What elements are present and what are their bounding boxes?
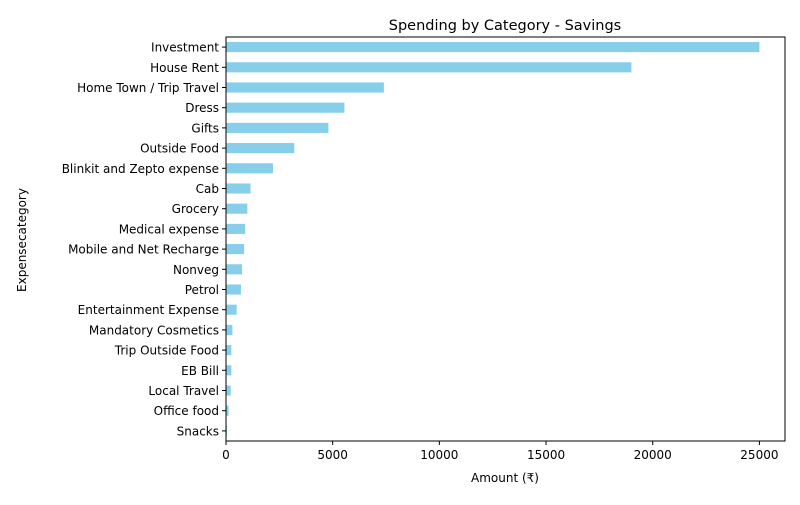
bar xyxy=(226,42,760,53)
y-tick-label: Snacks xyxy=(177,424,219,438)
y-tick-label: Blinkit and Zepto expense xyxy=(62,162,219,176)
bar xyxy=(226,183,251,194)
y-axis-label: Expensecategory xyxy=(15,188,29,292)
bar xyxy=(226,264,243,275)
y-tick-label: EB Bill xyxy=(181,364,219,378)
bar xyxy=(226,62,632,73)
y-tick-label: Nonveg xyxy=(173,263,219,277)
bar xyxy=(226,163,273,174)
y-tick-label: Gifts xyxy=(191,121,219,135)
y-tick-label: Mobile and Net Recharge xyxy=(68,243,219,257)
y-tick-label: Outside Food xyxy=(140,142,219,156)
x-tick-label: 15000 xyxy=(527,448,565,462)
y-tick-label: Cab xyxy=(196,182,219,196)
y-tick-label: Petrol xyxy=(185,283,219,297)
bar xyxy=(226,223,246,234)
y-tick-label: Grocery xyxy=(172,202,219,216)
chart-title: Spending by Category - Savings xyxy=(389,18,621,34)
y-tick-label: Entertainment Expense xyxy=(78,303,219,317)
x-tick-label: 10000 xyxy=(420,448,458,462)
x-tick-label: 25000 xyxy=(740,448,778,462)
y-tick-label: Mandatory Cosmetics xyxy=(89,323,219,337)
bar xyxy=(226,365,232,376)
plot-area: Investment House Rent Home Town / Trip Tra… xyxy=(62,36,786,462)
x-tick-label: 5000 xyxy=(317,448,348,462)
bar xyxy=(226,82,384,93)
x-axis-label: Amount (₹) xyxy=(471,471,539,485)
bar xyxy=(226,244,245,255)
y-tick-label: Investment xyxy=(151,41,219,55)
x-tick-label: 20000 xyxy=(634,448,672,462)
bar xyxy=(226,405,229,416)
y-tick-label: Office food xyxy=(154,404,219,418)
bar xyxy=(226,345,232,356)
bar xyxy=(226,102,345,113)
bar xyxy=(226,143,295,154)
y-tick-label: House Rent xyxy=(150,61,219,75)
plot-frame xyxy=(225,36,786,442)
bar xyxy=(226,203,248,214)
bar xyxy=(226,324,233,335)
bar xyxy=(226,122,329,133)
y-tick-label: Medical expense xyxy=(119,222,219,236)
x-tick-label: 0 xyxy=(222,448,230,462)
bar xyxy=(226,385,231,396)
bar xyxy=(226,304,237,315)
bar xyxy=(226,284,241,295)
y-tick-label: Local Travel xyxy=(148,384,219,398)
y-tick-label: Trip Outside Food xyxy=(114,344,219,358)
y-tick-label: Dress xyxy=(185,101,219,115)
y-tick-label: Home Town / Trip Travel xyxy=(77,81,219,95)
